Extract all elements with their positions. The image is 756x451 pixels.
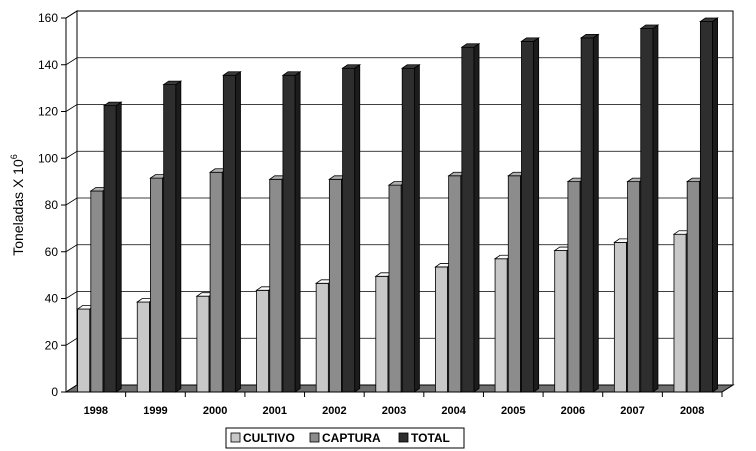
legend-label-cultivo: CULTIVO xyxy=(243,431,295,445)
x-tick-label: 2007 xyxy=(620,405,644,417)
bar-front xyxy=(375,275,389,393)
bar-front xyxy=(613,241,627,393)
x-axis-ticks: 1998 1999 2000 2001 2002 2003 2004 2005 2006 2007… xyxy=(66,391,723,417)
bar-front xyxy=(448,175,462,393)
bar-front xyxy=(209,171,223,393)
bar-front xyxy=(103,105,117,393)
legend-swatch-total xyxy=(398,432,409,443)
x-tick-label: 2002 xyxy=(322,405,346,417)
bar-front xyxy=(554,250,568,393)
x-tick-label: 2008 xyxy=(680,405,704,417)
bar-total-2000 xyxy=(222,71,242,393)
y-axis-title-exponent: 6 xyxy=(9,154,19,159)
y-axis-title: Toneladas X 106 xyxy=(9,154,26,256)
bar-front xyxy=(401,67,415,393)
bar-front xyxy=(136,301,150,393)
y-tick-label: 20 xyxy=(45,338,59,352)
legend-swatch-cultivo xyxy=(230,432,241,443)
y-tick-label: 140 xyxy=(38,58,58,72)
bar-side xyxy=(413,63,420,393)
legend-swatch-captura xyxy=(309,432,320,443)
bar-front xyxy=(150,177,164,393)
x-tick-label: 2000 xyxy=(203,405,227,417)
bar-front xyxy=(699,21,713,393)
bar-front xyxy=(77,308,91,393)
legend: CULTIVO CAPTURA TOTAL xyxy=(225,427,465,449)
x-tick-label: 2005 xyxy=(501,405,525,417)
legend-label-total: TOTAL xyxy=(411,431,450,445)
bar-front xyxy=(461,46,475,393)
bar-front xyxy=(90,190,104,393)
bar-side xyxy=(652,24,659,393)
bar-front xyxy=(567,181,581,393)
bar-front xyxy=(269,178,283,393)
bar-front xyxy=(435,266,449,393)
y-tick-label: 160 xyxy=(38,11,58,25)
bar-front xyxy=(521,40,535,393)
bar-total-1999 xyxy=(162,80,183,393)
bar-total-2001 xyxy=(281,71,302,393)
gridline xyxy=(65,10,733,19)
bar-side xyxy=(473,42,480,393)
bar-total-2007 xyxy=(639,24,660,393)
bar-total-2002 xyxy=(341,63,362,393)
bar-front xyxy=(163,84,177,393)
bar-front xyxy=(315,282,329,393)
bar-front xyxy=(282,74,296,393)
bar-total-1998 xyxy=(102,101,123,393)
bar-front xyxy=(580,37,594,393)
y-tick-label: 100 xyxy=(38,151,58,165)
gridline xyxy=(65,150,733,159)
x-tick-label: 2004 xyxy=(441,405,466,417)
bar-total-2003 xyxy=(400,63,421,393)
y-tick-label: 60 xyxy=(45,245,59,259)
bar-side xyxy=(354,63,361,393)
bar-front xyxy=(494,258,508,393)
bar-front xyxy=(627,181,641,393)
y-axis-title-text: Toneladas X 10 xyxy=(10,159,26,256)
svg-text:Toneladas X 106: Toneladas X 106 xyxy=(9,154,26,256)
y-tick-label: 0 xyxy=(51,385,58,399)
x-tick-label: 2003 xyxy=(382,405,406,417)
bar-side xyxy=(712,17,718,393)
bar-front xyxy=(673,233,687,393)
bar-total-2005 xyxy=(520,37,540,393)
bar-front xyxy=(388,184,402,393)
gridline xyxy=(65,57,733,66)
y-axis-ticks: 0 20 40 60 80 100 120 140 160 xyxy=(38,11,67,399)
bar-front xyxy=(342,67,356,393)
bars xyxy=(76,17,719,393)
y-tick-label: 40 xyxy=(45,292,59,306)
bar-side xyxy=(294,71,301,393)
gridline xyxy=(65,104,733,112)
bar-side xyxy=(115,101,122,393)
bar-side xyxy=(235,71,241,393)
x-tick-label: 1999 xyxy=(143,405,167,417)
bar-total-2008 xyxy=(699,17,719,393)
bar-total-2006 xyxy=(579,33,600,393)
bar-front xyxy=(507,175,521,393)
x-tick-label: 2001 xyxy=(262,405,286,417)
legend-label-captura: CAPTURA xyxy=(322,431,381,445)
bar-side xyxy=(533,37,540,393)
bar-total-2004 xyxy=(460,42,481,393)
bar-front xyxy=(196,295,210,393)
bar-front xyxy=(222,74,236,393)
bar-side xyxy=(175,80,182,393)
x-tick-label: 2006 xyxy=(561,405,585,417)
x-tick-label: 1998 xyxy=(84,405,108,417)
bar-front xyxy=(256,289,270,393)
bar-front xyxy=(640,28,654,393)
y-tick-label: 80 xyxy=(45,198,59,212)
bar-side xyxy=(592,33,599,393)
bar-front xyxy=(328,178,342,393)
bar-front xyxy=(686,181,700,393)
y-tick-label: 120 xyxy=(38,105,58,119)
